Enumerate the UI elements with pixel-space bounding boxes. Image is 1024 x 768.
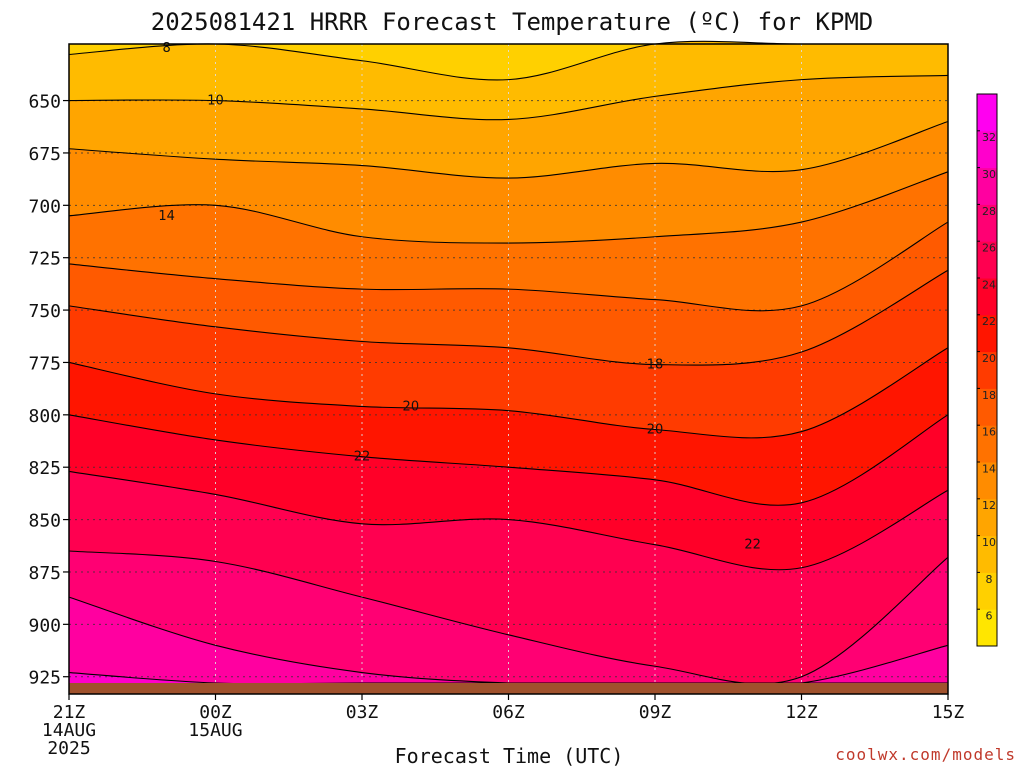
colorbar-swatch-2 bbox=[977, 535, 997, 573]
x-tick-label-9: 06Z bbox=[492, 702, 525, 723]
isotherm-10 bbox=[68, 74, 949, 121]
colorbar-label-32: 32 bbox=[982, 131, 996, 144]
colorbar-swatch-7 bbox=[977, 351, 997, 389]
temperature-bands bbox=[69, 41, 948, 686]
x-tick-label-18: 15Z bbox=[932, 702, 965, 723]
y-tick-label-850: 850 bbox=[28, 511, 61, 532]
colorbar: 6 8 10 12 14 16 18 20 22 24 26 28 30 32 bbox=[976, 93, 998, 647]
colorbar-frame bbox=[976, 93, 998, 647]
colorbar-label-22: 22 bbox=[982, 315, 996, 328]
colorbar-swatch-0 bbox=[977, 609, 997, 647]
y-tick-label-800: 800 bbox=[28, 406, 61, 427]
colorbar-swatch-9 bbox=[977, 278, 997, 316]
time-axis: 21Z 14AUG 2025 00Z 15AUG 03Z 06Z 09Z 12Z 15Z bbox=[42, 694, 965, 759]
isotherm-16 bbox=[68, 221, 949, 312]
y-tick-label-825: 825 bbox=[28, 458, 61, 479]
colorbar-label-10: 10 bbox=[982, 536, 996, 549]
y-tick-label-675: 675 bbox=[28, 144, 61, 165]
band-30 bbox=[69, 672, 948, 684]
contour-label-8: 8 bbox=[163, 41, 171, 56]
colorbar-swatch-8 bbox=[977, 314, 997, 353]
x-tick-label-15: 12Z bbox=[785, 702, 818, 723]
colorbar-swatch-1 bbox=[977, 572, 997, 610]
y-tick-label-725: 725 bbox=[28, 249, 61, 270]
y-tick-label-925: 925 bbox=[28, 668, 61, 689]
colorbar-swatch-3 bbox=[977, 498, 997, 537]
credit-link[interactable]: coolwx.com/models bbox=[835, 745, 1016, 764]
y-tick-label-875: 875 bbox=[28, 563, 61, 584]
colorbar-label-20: 20 bbox=[982, 352, 996, 365]
band-26 bbox=[69, 551, 948, 684]
y-tick-label-650: 650 bbox=[28, 92, 61, 113]
colorbar-swatch-11 bbox=[977, 204, 997, 242]
colorbar-swatch-6 bbox=[977, 388, 997, 426]
colorbar-label-6: 6 bbox=[986, 610, 993, 623]
colorbar-label-16: 16 bbox=[982, 426, 996, 439]
isotherm-22 bbox=[68, 414, 949, 506]
pressure-axis: 650 675 700 725 750 775 800 825 850 875 900 925 bbox=[28, 92, 69, 689]
colorbar-label-12: 12 bbox=[982, 499, 996, 512]
y-tick-label-700: 700 bbox=[28, 196, 61, 217]
y-tick-label-750: 750 bbox=[28, 301, 61, 322]
colorbar-swatch-4 bbox=[977, 462, 997, 500]
isotherm-24 bbox=[68, 470, 949, 571]
colorbar-label-28: 28 bbox=[982, 205, 996, 218]
colorbar-label-30: 30 bbox=[982, 168, 996, 181]
contour-label-10: 10 bbox=[207, 94, 224, 109]
y-tick-label-775: 775 bbox=[28, 353, 61, 374]
x-tick-label-3: 00Z 15AUG bbox=[188, 702, 242, 741]
contour-label-22: 22 bbox=[744, 538, 761, 553]
x-axis-label: Forecast Time (UTC) bbox=[395, 744, 624, 768]
colorbar-swatch-5 bbox=[977, 425, 997, 463]
colorbar-label-18: 18 bbox=[982, 389, 996, 402]
isotherm-26 bbox=[68, 550, 949, 685]
y-tick-label-900: 900 bbox=[28, 615, 61, 636]
isotherm-12 bbox=[68, 120, 949, 179]
chart-title: 2025081421 HRRR Forecast Temperature (ºC… bbox=[151, 8, 873, 36]
colorbar-label-24: 24 bbox=[982, 278, 996, 291]
colorbar-swatch-10 bbox=[977, 241, 997, 279]
colorbar-label-8: 8 bbox=[986, 573, 993, 586]
colorbar-swatch-12 bbox=[977, 167, 997, 205]
colorbar-label-14: 14 bbox=[982, 462, 996, 475]
plot-area: 8 10 14 18 20 20 22 22 bbox=[68, 40, 949, 695]
contour-label-20: 20 bbox=[647, 422, 664, 437]
contour-label-18: 18 bbox=[647, 358, 664, 373]
isotherm-18 bbox=[68, 269, 949, 366]
x-tick-label-12: 09Z bbox=[639, 702, 672, 723]
ground-surface bbox=[69, 683, 948, 694]
contour-label-20: 20 bbox=[403, 399, 420, 414]
colorbar-label-26: 26 bbox=[982, 242, 996, 255]
contour-label-22: 22 bbox=[354, 450, 371, 465]
isotherm-14 bbox=[68, 171, 949, 244]
contour-labels: 8 10 14 18 20 20 22 22 bbox=[158, 41, 761, 553]
x-tick-label-6: 03Z bbox=[346, 702, 379, 723]
isotherm-20 bbox=[68, 347, 949, 439]
x-tick-label-0: 21Z 14AUG 2025 bbox=[42, 702, 96, 759]
colorbar-swatch-13 bbox=[977, 130, 997, 169]
contour-label-14: 14 bbox=[158, 209, 175, 224]
band-28 bbox=[69, 597, 948, 686]
colorbar-swatch-14 bbox=[977, 94, 997, 132]
